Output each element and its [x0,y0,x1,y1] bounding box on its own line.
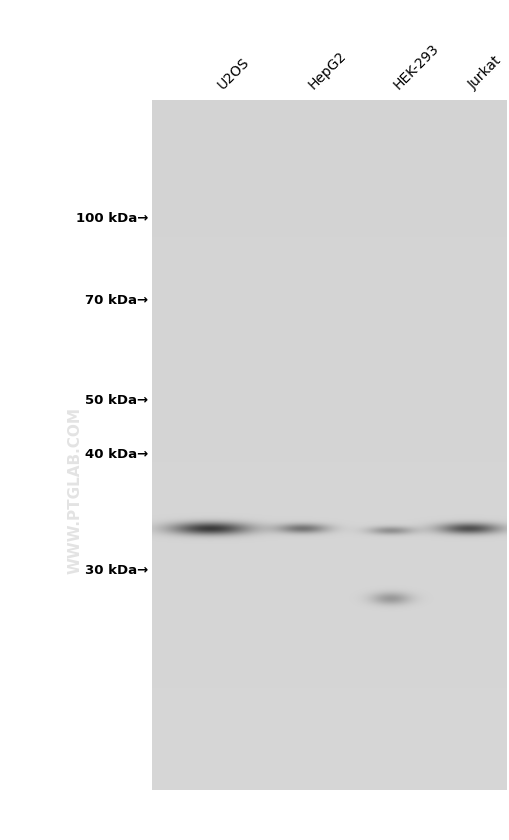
Text: Jurkat: Jurkat [465,54,503,92]
Text: HepG2: HepG2 [305,49,348,92]
Text: WWW.PTGLAB.COM: WWW.PTGLAB.COM [68,407,82,574]
Text: 50 kDa→: 50 kDa→ [85,393,148,407]
Text: U2OS: U2OS [215,55,252,92]
Text: 70 kDa→: 70 kDa→ [85,293,148,307]
Text: 30 kDa→: 30 kDa→ [85,564,148,576]
Text: 100 kDa→: 100 kDa→ [76,212,148,224]
Text: HEK-293: HEK-293 [390,41,441,92]
Text: 40 kDa→: 40 kDa→ [85,449,148,461]
